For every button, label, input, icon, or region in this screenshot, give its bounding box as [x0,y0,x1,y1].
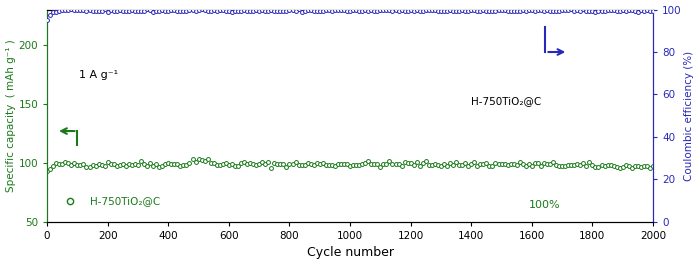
Y-axis label: Specific capacity  ( mAh g⁻¹ ): Specific capacity ( mAh g⁻¹ ) [6,39,15,192]
Y-axis label: Coulombic efficiency (%): Coulombic efficiency (%) [685,51,694,181]
Text: 100%: 100% [528,200,561,210]
X-axis label: Cycle number: Cycle number [307,246,393,259]
Text: H-750TiO₂@C: H-750TiO₂@C [471,96,542,106]
Text: 1 A g⁻¹: 1 A g⁻¹ [79,70,118,80]
Text: H-750TiO₂@C: H-750TiO₂@C [90,196,160,206]
